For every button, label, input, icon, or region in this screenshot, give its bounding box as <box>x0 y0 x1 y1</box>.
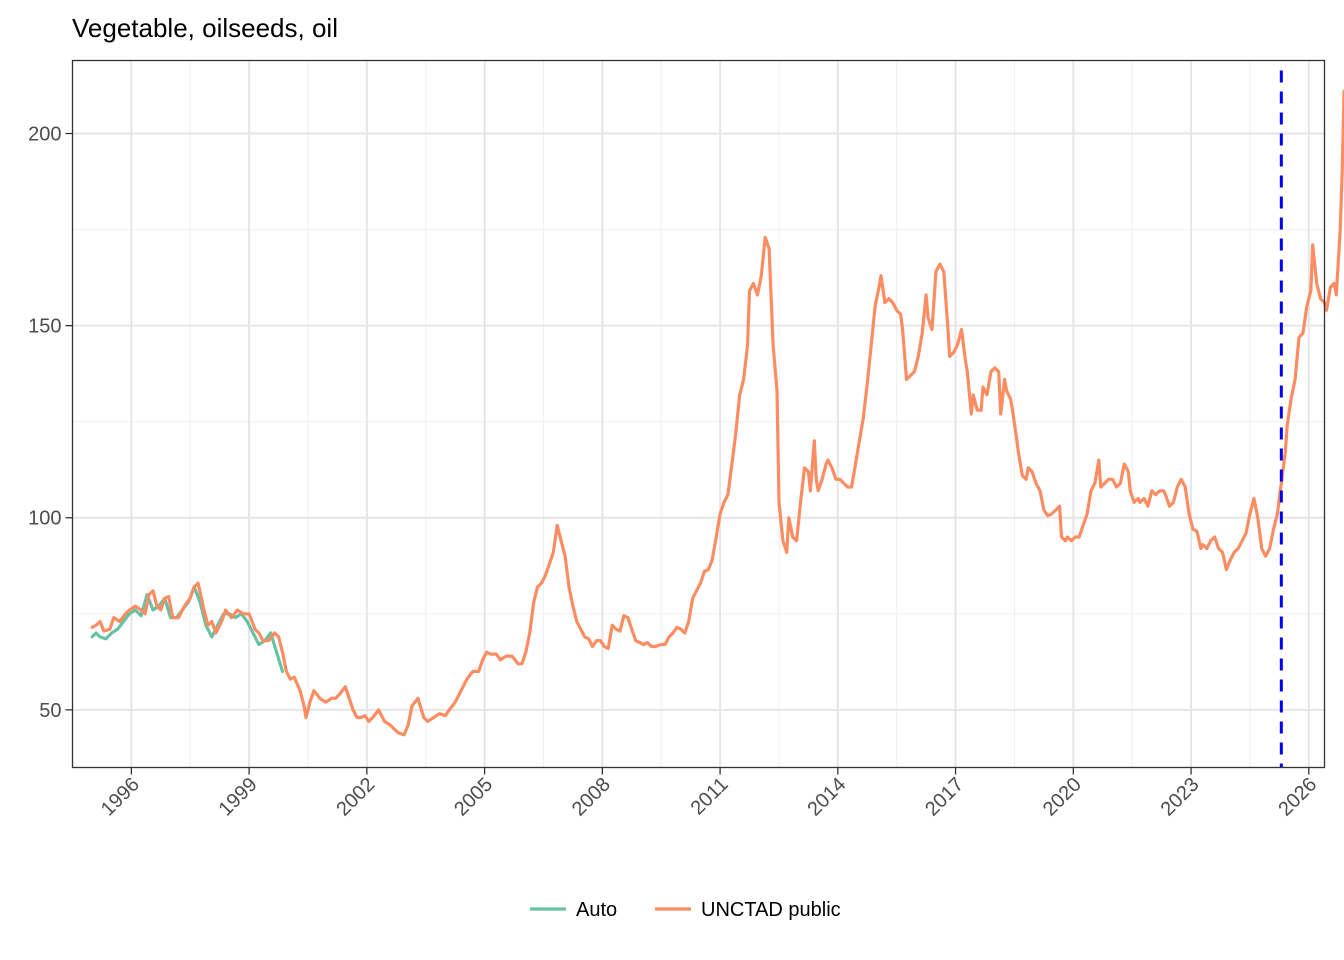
y-tick-label: 100 <box>28 508 61 530</box>
x-tick-label: 2017 <box>921 773 968 820</box>
x-tick-label: 1996 <box>97 773 144 820</box>
legend-label-unctad-public: UNCTAD public <box>701 899 841 921</box>
y-tick-label: 50 <box>39 700 61 722</box>
x-tick-label: 2020 <box>1039 773 1086 820</box>
x-tick-label: 2011 <box>687 773 733 819</box>
x-tick-label: 2008 <box>568 773 615 820</box>
x-tick-label: 1999 <box>215 773 262 820</box>
x-axis: 1996 1999 2002 2005 2008 2011 2014 2017 2020 2023… <box>97 767 1321 821</box>
legend: Auto UNCTAD public <box>530 899 841 921</box>
series-line-unctad-public <box>90 89 1344 737</box>
x-tick-label: 2026 <box>1274 773 1321 820</box>
series-layer <box>90 89 1344 737</box>
y-tick-label: 200 <box>28 124 61 146</box>
x-tick-label: 2005 <box>450 773 497 820</box>
x-tick-label: 2014 <box>803 773 850 820</box>
x-tick-label: 2023 <box>1157 773 1204 820</box>
plot-panel-border <box>71 59 1326 769</box>
grid <box>72 60 1325 768</box>
y-axis: 50 100 150 200 <box>28 124 73 722</box>
legend-label-auto: Auto <box>576 899 617 921</box>
x-tick-label: 2002 <box>332 773 379 820</box>
y-tick-label: 150 <box>28 316 61 338</box>
chart-title: Vegetable, oilseeds, oil <box>72 13 338 43</box>
